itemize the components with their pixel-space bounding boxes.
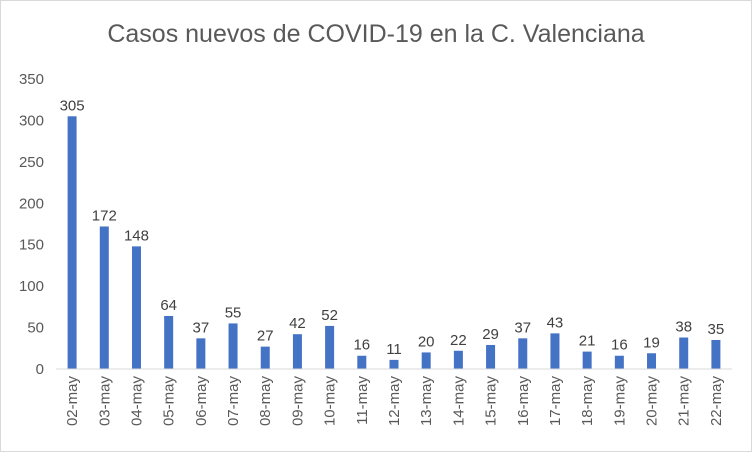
bar-04-may [131, 246, 141, 369]
data-label-21-may: 38 [675, 319, 692, 336]
x-tick-label-17-may: 17-may [547, 376, 564, 427]
bar-12-may [389, 359, 399, 369]
data-label-18-may: 21 [579, 333, 596, 350]
bar-22-may [711, 340, 721, 369]
x-tick-label-06-may: 06-may [193, 376, 210, 427]
data-label-12-may: 11 [386, 341, 402, 358]
y-tick-label-300: 300 [19, 112, 44, 129]
data-label-06-may: 37 [193, 319, 210, 336]
x-tick-label-11-may: 11-may [354, 376, 371, 425]
bar-08-may [260, 346, 270, 369]
x-tick-label-04-may: 04-may [128, 376, 145, 427]
bar-20-may [647, 353, 657, 369]
x-tick-label-10-may: 10-may [322, 376, 339, 427]
data-label-16-may: 37 [514, 319, 531, 336]
data-label-10-may: 52 [321, 307, 338, 324]
bar-15-may [486, 344, 496, 369]
data-label-13-may: 20 [418, 333, 435, 350]
y-tick-label-150: 150 [19, 237, 44, 254]
bar-07-may [228, 323, 238, 369]
data-label-22-may: 35 [708, 321, 725, 338]
y-tick-label-350: 350 [19, 71, 44, 88]
data-labels: 305 172 148 64 37 55 27 42 52 16 11 20 22 29 37 43 21 16 1… [60, 97, 725, 358]
bar-16-may [518, 338, 528, 369]
bar-13-may [421, 352, 431, 369]
x-tick-label-19-may: 19-may [611, 376, 628, 427]
x-tick-label-20-may: 20-may [644, 376, 661, 427]
bar-19-may [614, 355, 624, 369]
data-label-05-may: 64 [160, 297, 177, 314]
x-tick-label-15-may: 15-may [483, 376, 500, 427]
y-tick-label-250: 250 [19, 154, 44, 171]
bar-10-may [325, 325, 335, 369]
bar-17-may [550, 333, 560, 369]
y-tick-label-50: 50 [27, 320, 44, 337]
x-tick-label-16-may: 16-may [515, 376, 532, 427]
x-tick-label-22-may: 22-may [708, 376, 725, 427]
bar-14-may [453, 350, 463, 369]
data-label-09-may: 42 [289, 315, 306, 332]
chart-title: Casos nuevos de COVID-19 en la C. Valenc… [107, 20, 645, 48]
data-label-14-may: 22 [450, 332, 467, 349]
data-label-19-may: 16 [611, 337, 628, 354]
data-label-08-may: 27 [257, 328, 274, 345]
y-tick-label-100: 100 [19, 278, 44, 295]
x-tick-label-09-may: 09-may [289, 376, 306, 427]
data-label-15-may: 29 [482, 326, 499, 343]
data-label-20-may: 19 [643, 334, 660, 351]
bar-03-may [99, 226, 109, 369]
x-tick-label-05-may: 05-may [161, 376, 178, 427]
bar-18-may [582, 351, 592, 369]
bar-05-may [164, 315, 174, 369]
bars [67, 116, 721, 370]
x-tick-label-12-may: 12-may [386, 376, 403, 427]
y-tick-label-200: 200 [19, 195, 44, 212]
bar-06-may [196, 338, 206, 369]
x-axis: 02-may 03-may 04-may 05-may 06-may 07-may 08-m… [56, 368, 732, 427]
data-label-07-may: 55 [225, 304, 242, 321]
bar-02-may [67, 116, 77, 370]
data-label-17-may: 43 [547, 314, 564, 331]
x-tick-label-02-may: 02-may [64, 376, 81, 427]
y-axis: 0 50 100 150 200 250 300 350 [19, 71, 44, 378]
data-label-02-may: 305 [60, 97, 85, 114]
data-label-03-may: 172 [92, 207, 117, 224]
data-label-11-may: 16 [353, 337, 370, 354]
x-tick-label-13-may: 13-may [418, 376, 435, 427]
x-tick-label-08-may: 08-may [257, 376, 274, 427]
bar-09-may [292, 334, 302, 369]
bar-11-may [357, 355, 367, 369]
x-tick-label-14-may: 14-may [450, 376, 467, 427]
x-tick-label-07-may: 07-may [225, 376, 242, 427]
x-tick-label-03-may: 03-may [96, 376, 113, 427]
x-tick-label-18-may: 18-may [579, 376, 596, 427]
y-tick-label-0: 0 [36, 361, 44, 378]
data-label-04-may: 148 [124, 227, 149, 244]
bar-21-may [679, 337, 689, 369]
x-tick-label-21-may: 21-may [676, 376, 693, 427]
